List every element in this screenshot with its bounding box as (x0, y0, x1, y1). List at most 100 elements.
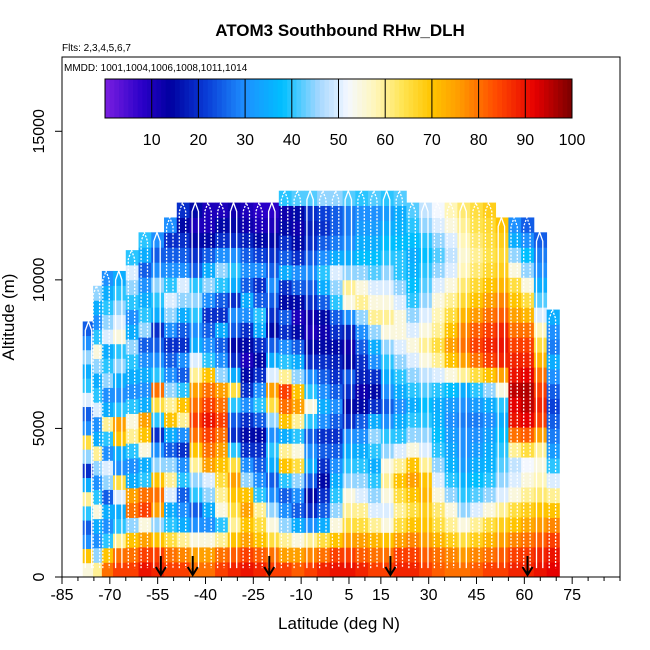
heatmap-cell (93, 344, 103, 359)
heatmap-cell (227, 382, 241, 398)
colorbar-swatch (497, 79, 503, 118)
heatmap-cell (482, 517, 497, 533)
heatmap-cell (508, 442, 522, 458)
heatmap-cell (495, 457, 509, 473)
heatmap-cell (101, 343, 114, 359)
heatmap-cell (457, 517, 471, 533)
heatmap-cell (125, 324, 139, 340)
x-tick-label: -25 (242, 587, 265, 604)
heatmap-cell (317, 235, 331, 251)
heatmap-cell (393, 369, 407, 385)
heatmap-cell (329, 487, 343, 504)
heatmap-cell (355, 547, 369, 563)
heatmap-cell (227, 442, 241, 458)
heatmap-cell (393, 443, 407, 459)
heatmap-cell (93, 562, 103, 577)
heatmap-cell (240, 367, 254, 383)
heatmap-cell (227, 277, 241, 293)
flight-arrows (154, 556, 534, 577)
heatmap-cell (82, 477, 94, 493)
heatmap-cell (304, 190, 318, 206)
heatmap-cell (266, 427, 280, 443)
heatmap-cell (227, 352, 241, 368)
profile-line (114, 268, 123, 569)
heatmap-cell (317, 369, 331, 385)
heatmap-cell (317, 279, 331, 296)
colorbar-swatch (305, 79, 311, 118)
heatmap-cell (368, 547, 382, 563)
colorbar-swatch (553, 79, 559, 118)
heatmap-cell (227, 322, 241, 338)
heatmap-cell (317, 443, 331, 459)
heatmap-cell (444, 262, 458, 278)
heatmap-cell (266, 502, 280, 518)
heatmap-cell (431, 427, 446, 443)
heatmap-cell (93, 489, 103, 505)
heatmap-cell (482, 277, 497, 293)
heatmap-cell (93, 300, 103, 316)
colorbar-swatch (193, 79, 199, 118)
heatmap-cell (101, 489, 114, 505)
heatmap-cell (138, 232, 152, 248)
heatmap-cell (317, 250, 331, 266)
heatmap-cell (253, 397, 267, 413)
heatmap-cell (304, 250, 318, 266)
colorbar-swatch (422, 79, 428, 118)
colorbar-swatch (431, 79, 437, 118)
heatmap-cell (240, 202, 254, 218)
heatmap-cell (291, 413, 305, 429)
heatmap-cell (342, 562, 356, 577)
heatmap-cell (419, 487, 433, 503)
heatmap-cell (533, 562, 548, 577)
heatmap-cell (151, 322, 165, 338)
heatmap-cell (82, 449, 94, 464)
heatmap-cell (444, 247, 458, 263)
heatmap-cell (342, 532, 356, 548)
profile-line (153, 230, 161, 569)
heatmap-cell (508, 262, 522, 278)
heatmap-cell (380, 205, 395, 221)
heatmap-cell (317, 220, 331, 236)
profile-line (433, 200, 442, 569)
x-tick-label: -85 (50, 587, 73, 604)
heatmap-cell (189, 367, 203, 383)
heatmap-cell (278, 205, 292, 221)
heatmap-cell (240, 487, 254, 503)
x-tick-label: -10 (290, 587, 313, 604)
heatmap-cell (304, 235, 318, 251)
heatmap-cell (101, 518, 114, 534)
heatmap-cell (240, 397, 254, 413)
heatmap-cell (508, 547, 522, 563)
heatmap-cell (406, 547, 420, 563)
heatmap-cell (317, 547, 331, 563)
colorbar-swatch (487, 79, 494, 118)
heatmap-cell (93, 547, 103, 563)
heatmap-cell (253, 562, 267, 577)
heatmap-cell (431, 532, 446, 548)
heatmap-cell (82, 378, 94, 393)
heatmap-cell (470, 232, 484, 248)
heatmap-cell (138, 547, 152, 563)
heatmap-cell (151, 307, 165, 323)
heatmap-cell (368, 487, 382, 504)
heatmap-cell (215, 247, 229, 263)
heatmap-cell (291, 294, 305, 310)
heatmap-cell (291, 517, 305, 533)
heatmap-cell (304, 428, 318, 444)
heatmap-cell (176, 517, 190, 533)
heatmap-cell (151, 487, 165, 503)
heatmap-cell (176, 472, 190, 488)
heatmap-cell (291, 562, 305, 577)
colorbar-tick-label: 100 (559, 132, 586, 149)
heatmap-cell (317, 517, 331, 533)
heatmap-cell (508, 517, 522, 533)
heatmap-cell (125, 413, 139, 429)
heatmap-cell (93, 445, 103, 461)
heatmap-cell (227, 517, 241, 533)
heatmap-cell (444, 217, 458, 233)
heatmap-cell (355, 309, 369, 325)
heatmap-cell (304, 547, 318, 563)
heatmap-cell (227, 412, 241, 428)
heatmap-cell (329, 265, 343, 281)
heatmap-cell (444, 412, 458, 428)
